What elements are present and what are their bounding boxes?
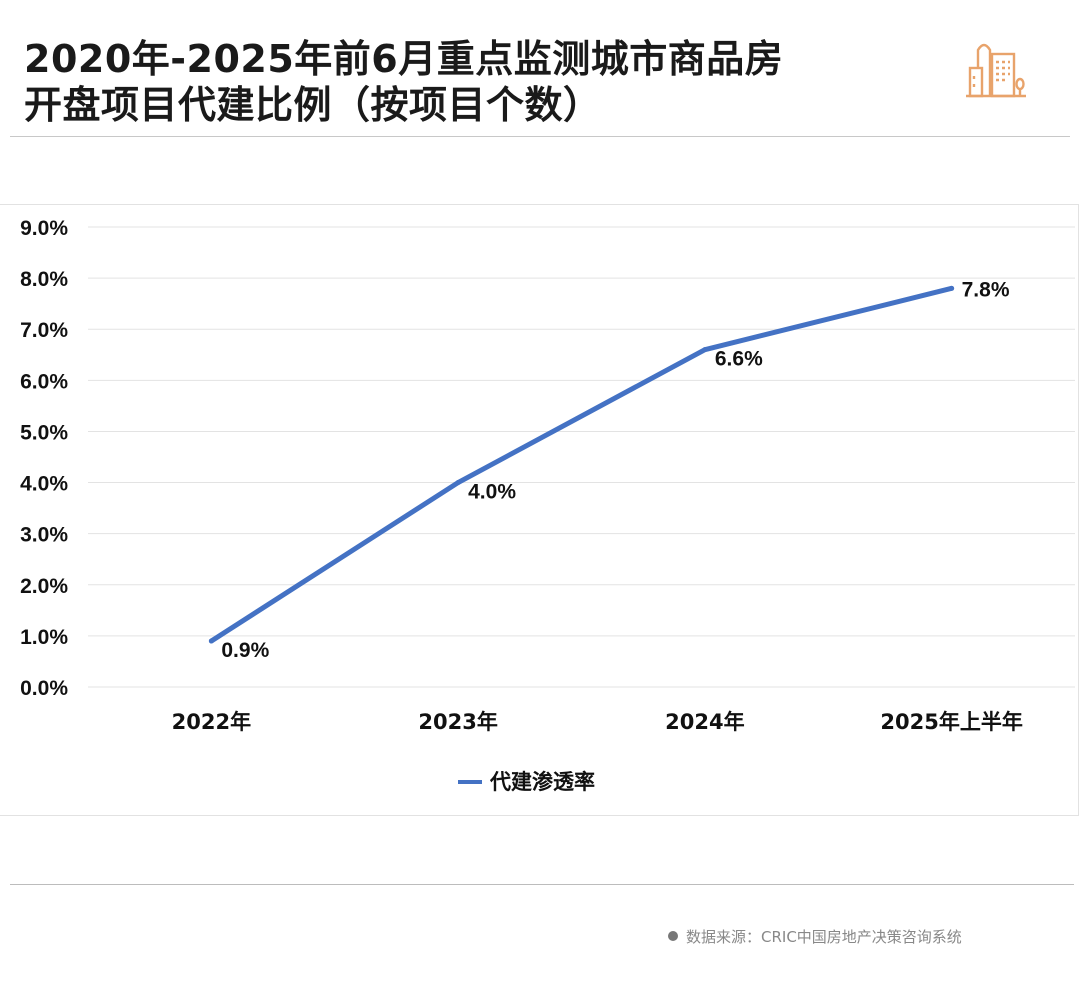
chart-area: 0.0% 1.0% 2.0% 3.0% 4.0% 5.0% 6.0% 7.0% 8.0% 9.0%… <box>0 204 1079 816</box>
data-point <box>455 480 461 486</box>
y-tick-label: 6.0% <box>20 370 68 393</box>
x-tick-label: 2025年上半年 <box>880 710 1022 734</box>
data-source: 数据来源：CRIC中国房地产决策咨询系统 <box>668 926 962 947</box>
y-tick-label: 3.0% <box>20 524 68 547</box>
header-divider <box>10 136 1070 137</box>
y-tick-label: 7.0% <box>20 319 68 342</box>
city-buildings-icon <box>966 43 1026 98</box>
data-source-text: 数据来源：CRIC中国房地产决策咨询系统 <box>686 928 962 946</box>
data-point <box>949 285 955 291</box>
chart-title: 2020年-2025年前6月重点监测城市商品房 开盘项目代建比例（按项目个数） <box>24 36 783 128</box>
line-chart: 0.0% 1.0% 2.0% 3.0% 4.0% 5.0% 6.0% 7.0% 8.0% 9.0%… <box>20 217 1075 794</box>
x-tick-label: 2023年 <box>418 710 497 734</box>
data-label: 6.6% <box>715 348 763 371</box>
data-point <box>702 347 708 353</box>
x-tick-label: 2022年 <box>172 710 251 734</box>
y-tick-label: 0.0% <box>20 677 68 700</box>
y-tick-label: 5.0% <box>20 421 68 444</box>
x-tick-label: 2024年 <box>665 710 744 734</box>
title-line-1: 2020年-2025年前6月重点监测城市商品房 <box>24 37 784 81</box>
data-point <box>208 638 214 644</box>
series-line <box>208 285 955 644</box>
data-label: 7.8% <box>962 278 1010 301</box>
title-line-2: 开盘项目代建比例（按项目个数） <box>24 83 602 127</box>
legend-label: 代建渗透率 <box>489 770 595 794</box>
y-tick-label: 4.0% <box>20 473 68 496</box>
y-tick-label: 2.0% <box>20 575 68 598</box>
y-tick-label: 1.0% <box>20 626 68 649</box>
bullet-icon <box>668 931 678 941</box>
data-label: 4.0% <box>468 481 516 504</box>
data-label: 0.9% <box>221 639 269 662</box>
y-tick-label: 9.0% <box>20 217 68 240</box>
footer-divider <box>10 884 1074 885</box>
y-tick-label: 8.0% <box>20 268 68 291</box>
